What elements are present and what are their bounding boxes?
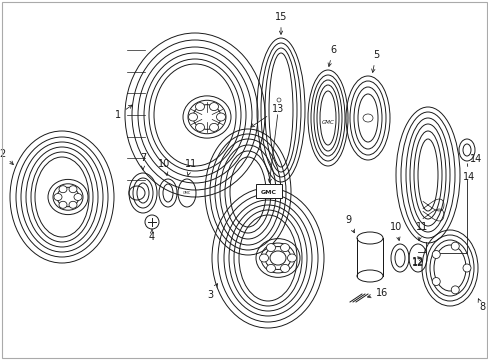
Ellipse shape bbox=[280, 244, 289, 252]
Text: 8: 8 bbox=[477, 299, 484, 312]
Text: 7: 7 bbox=[140, 153, 146, 169]
Text: 11: 11 bbox=[184, 159, 197, 175]
Ellipse shape bbox=[209, 103, 218, 111]
Text: GMC: GMC bbox=[321, 121, 334, 126]
Text: 12: 12 bbox=[411, 257, 423, 267]
Text: 14: 14 bbox=[462, 164, 474, 182]
Ellipse shape bbox=[356, 232, 382, 244]
Ellipse shape bbox=[188, 113, 197, 121]
Ellipse shape bbox=[266, 244, 275, 252]
Text: 11: 11 bbox=[415, 222, 427, 240]
Ellipse shape bbox=[280, 264, 289, 273]
Ellipse shape bbox=[209, 123, 218, 131]
Text: 14: 14 bbox=[469, 154, 481, 164]
Text: R: R bbox=[416, 256, 419, 260]
Text: 6: 6 bbox=[327, 45, 335, 67]
Text: 10: 10 bbox=[389, 222, 401, 240]
Text: 3: 3 bbox=[206, 284, 217, 300]
Text: 1: 1 bbox=[115, 105, 132, 120]
Ellipse shape bbox=[450, 286, 458, 294]
Ellipse shape bbox=[356, 270, 382, 282]
Text: 15: 15 bbox=[274, 12, 286, 34]
Ellipse shape bbox=[195, 103, 204, 111]
Ellipse shape bbox=[450, 242, 458, 250]
Ellipse shape bbox=[74, 194, 82, 201]
Ellipse shape bbox=[54, 194, 62, 201]
Bar bbox=[256, 184, 282, 198]
Text: 16: 16 bbox=[367, 288, 387, 298]
Text: 9: 9 bbox=[344, 215, 354, 233]
Text: 13: 13 bbox=[250, 104, 284, 127]
Text: 5: 5 bbox=[371, 50, 378, 72]
Ellipse shape bbox=[195, 123, 204, 131]
Text: 12: 12 bbox=[411, 258, 423, 268]
Text: 4: 4 bbox=[149, 229, 155, 242]
Ellipse shape bbox=[431, 251, 439, 258]
Ellipse shape bbox=[59, 186, 67, 193]
Text: GMC: GMC bbox=[183, 191, 191, 195]
Ellipse shape bbox=[287, 254, 296, 262]
Ellipse shape bbox=[69, 186, 77, 193]
Text: 10: 10 bbox=[158, 159, 170, 175]
Ellipse shape bbox=[216, 113, 225, 121]
Ellipse shape bbox=[266, 264, 275, 273]
Text: GMC: GMC bbox=[261, 189, 276, 194]
Text: 2: 2 bbox=[0, 149, 13, 165]
Ellipse shape bbox=[462, 264, 470, 272]
Ellipse shape bbox=[431, 278, 439, 285]
Ellipse shape bbox=[59, 201, 67, 208]
Ellipse shape bbox=[259, 254, 268, 262]
Ellipse shape bbox=[69, 201, 77, 208]
Bar bbox=[356, 238, 382, 276]
